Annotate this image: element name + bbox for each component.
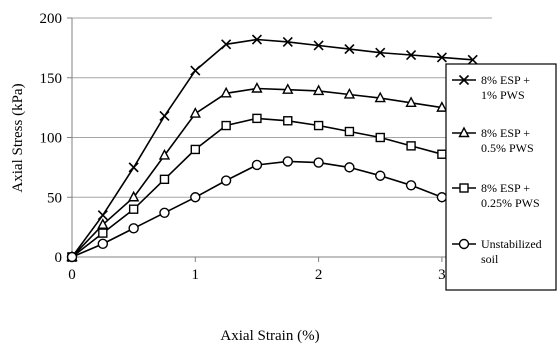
data-point-triangle bbox=[189, 107, 201, 118]
legend-label: 8% ESP + bbox=[481, 126, 530, 140]
data-point-circle bbox=[66, 251, 78, 263]
legend-label: 0.25% PWS bbox=[481, 196, 540, 210]
series-circle bbox=[66, 156, 448, 263]
data-point-triangle bbox=[374, 91, 386, 103]
legend-label: Unstabilized bbox=[481, 237, 542, 251]
data-point-circle bbox=[282, 156, 293, 167]
gridlines bbox=[72, 17, 492, 198]
data-point-square bbox=[252, 113, 262, 124]
data-point-square bbox=[221, 120, 231, 131]
data-point-square bbox=[344, 126, 355, 137]
data-point-triangle bbox=[312, 84, 325, 96]
y-tick-label: 150 bbox=[40, 71, 63, 87]
series-group bbox=[66, 34, 478, 263]
y-tick-label: 200 bbox=[40, 11, 63, 27]
data-point-x bbox=[97, 210, 108, 221]
data-point-circle bbox=[251, 159, 263, 171]
data-point-circle bbox=[159, 207, 170, 218]
y-tick-label: 50 bbox=[47, 190, 62, 206]
x-tick-label: 0 bbox=[68, 267, 76, 283]
data-point-x bbox=[282, 36, 293, 47]
data-point-circle bbox=[97, 238, 109, 250]
data-point-circle bbox=[405, 180, 417, 191]
data-point-triangle bbox=[97, 218, 109, 229]
data-point-square bbox=[190, 144, 201, 155]
data-point-triangle bbox=[282, 83, 294, 94]
data-point-square bbox=[128, 204, 139, 214]
data-point-square bbox=[159, 174, 170, 185]
data-point-square bbox=[283, 116, 293, 126]
data-point-circle bbox=[220, 175, 232, 186]
data-point-circle bbox=[344, 162, 355, 173]
data-point-x bbox=[436, 52, 447, 63]
legend-marker-triangle bbox=[458, 126, 470, 138]
legend-item-square: 8% ESP +0.25% PWS bbox=[452, 181, 540, 210]
series-triangle bbox=[66, 82, 448, 262]
legend-marker-x bbox=[458, 74, 470, 86]
data-point-square bbox=[98, 228, 108, 238]
data-point-x bbox=[406, 49, 417, 61]
legend-label: 1% PWS bbox=[481, 88, 525, 102]
data-point-circle bbox=[313, 157, 324, 168]
x-tick-label: 2 bbox=[315, 267, 323, 283]
y-tick-label: 100 bbox=[40, 131, 63, 147]
data-point-triangle bbox=[251, 82, 263, 93]
data-point-x bbox=[313, 40, 324, 51]
legend-label: 8% ESP + bbox=[481, 181, 530, 195]
data-point-circle bbox=[190, 192, 201, 203]
data-point-circle bbox=[436, 192, 448, 203]
data-point-x bbox=[375, 47, 386, 58]
data-point-triangle bbox=[127, 190, 140, 202]
data-point-square bbox=[375, 132, 385, 143]
legend-label: soil bbox=[481, 252, 499, 266]
x-tick-label: 3 bbox=[438, 267, 446, 283]
legend-marker-circle bbox=[458, 238, 470, 250]
x-tick-label: 1 bbox=[192, 267, 200, 283]
data-point-triangle bbox=[343, 87, 356, 99]
legend-label: 8% ESP + bbox=[481, 73, 530, 87]
data-point-circle bbox=[128, 223, 139, 234]
x-axis-title: Axial Strain (%) bbox=[220, 328, 319, 344]
data-point-circle bbox=[375, 170, 386, 181]
axes: 0 50 100 150 200 0 1 2 3 bbox=[40, 11, 492, 283]
series-line-square bbox=[71, 117, 443, 258]
data-point-x bbox=[221, 39, 232, 50]
data-point-triangle bbox=[436, 101, 448, 112]
data-point-x bbox=[251, 34, 263, 45]
data-point-x bbox=[159, 110, 170, 122]
legend-label: 0.5% PWS bbox=[481, 141, 534, 155]
data-point-square bbox=[313, 120, 324, 131]
y-axis-title: Axial Stress (kPa) bbox=[10, 83, 26, 192]
data-point-square bbox=[406, 141, 416, 151]
legend-item-triangle: 8% ESP +0.5% PWS bbox=[452, 126, 534, 155]
legend-box bbox=[445, 63, 557, 291]
data-point-x bbox=[128, 162, 139, 173]
data-point-triangle bbox=[220, 86, 232, 98]
data-point-square bbox=[437, 149, 447, 159]
legend-item-x: 8% ESP +1% PWS bbox=[452, 73, 530, 102]
data-point-triangle bbox=[158, 148, 171, 160]
series-square bbox=[67, 113, 447, 262]
series-line-x bbox=[71, 38, 473, 258]
data-point-x bbox=[190, 65, 201, 76]
y-tick-label: 0 bbox=[55, 250, 63, 266]
data-point-x bbox=[467, 54, 478, 65]
data-point-x bbox=[344, 44, 355, 55]
legend-marker-square bbox=[459, 183, 469, 193]
data-point-triangle bbox=[405, 96, 417, 108]
